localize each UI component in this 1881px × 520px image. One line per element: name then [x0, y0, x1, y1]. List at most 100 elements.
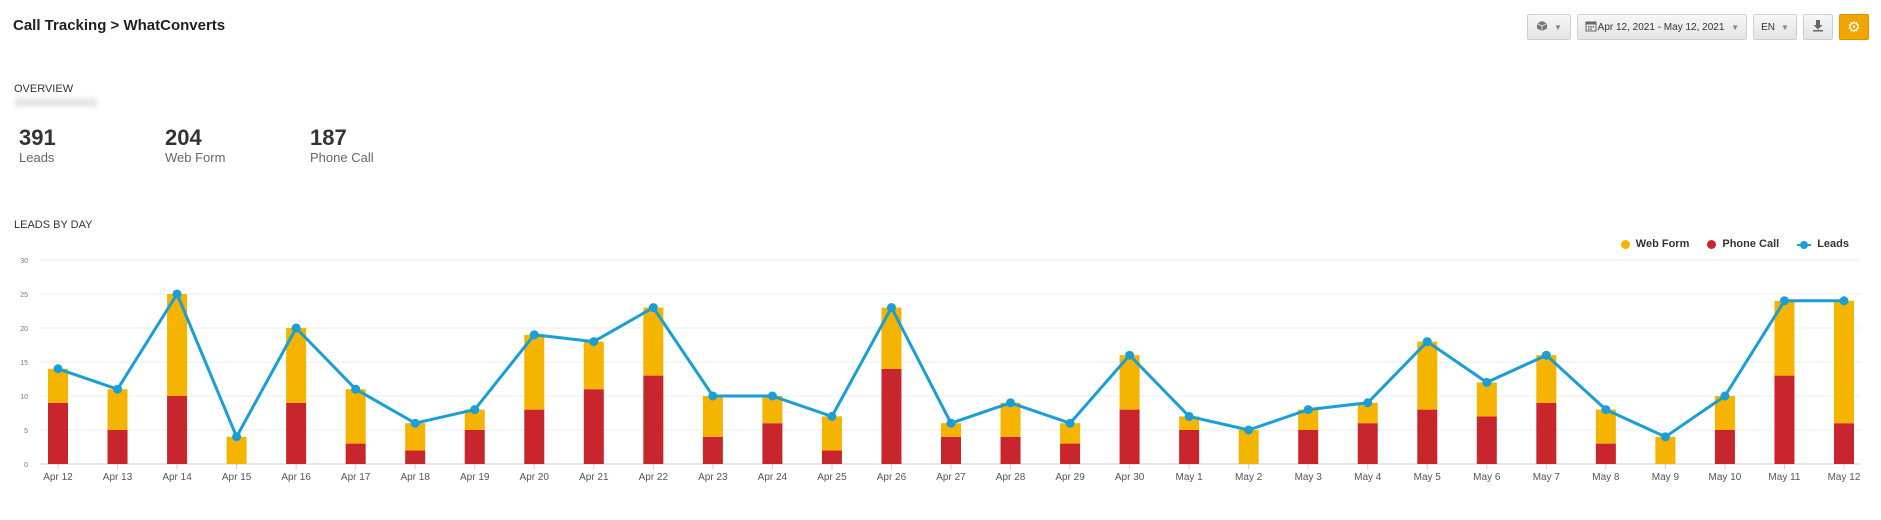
legend-web-form[interactable]: Web Form — [1620, 238, 1690, 250]
cube-icon — [1536, 20, 1548, 35]
bar-phone-call — [345, 443, 366, 464]
x-tick-label: Apr 23 — [698, 472, 728, 483]
leads-point — [1720, 391, 1730, 401]
bar-web-form — [1060, 423, 1081, 444]
bar-web-form — [405, 423, 426, 451]
x-tick-label: May 4 — [1354, 472, 1382, 483]
legend-phone-call[interactable]: Phone Call — [1707, 238, 1779, 250]
leads-point — [1601, 405, 1611, 415]
bar-web-form — [1595, 409, 1616, 444]
leads-point — [1244, 425, 1254, 435]
bar-web-form — [583, 341, 604, 390]
legend-label: Phone Call — [1722, 238, 1780, 250]
legend-swatch — [1620, 239, 1630, 249]
bar-phone-call — [1595, 443, 1616, 464]
bar-phone-call — [1179, 430, 1200, 464]
bar-web-form — [524, 334, 545, 410]
legend-label: Leads — [1817, 238, 1849, 250]
bar-phone-call — [167, 396, 188, 464]
leads-point — [767, 391, 777, 401]
bar-web-form — [226, 436, 247, 464]
language-dropdown[interactable]: EN ▼ — [1753, 14, 1797, 40]
bar-web-form — [941, 423, 961, 437]
bar-web-form — [1298, 409, 1319, 430]
leads-point — [589, 337, 599, 347]
stat-label: Leads — [19, 150, 55, 165]
x-tick-label: Apr 16 — [281, 472, 311, 483]
date-range-label: Apr 12, 2021 - May 12, 2021 — [1597, 21, 1725, 33]
redacted-subtitle — [14, 98, 98, 107]
leads-point — [946, 418, 956, 428]
y-tick-label: 20 — [20, 326, 28, 333]
x-tick-label: Apr 21 — [579, 472, 609, 483]
bar-web-form — [881, 307, 902, 369]
x-tick-label: Apr 30 — [1115, 472, 1145, 483]
x-tick-label: Apr 22 — [639, 472, 669, 483]
bar-phone-call — [524, 409, 545, 464]
x-tick-label: Apr 15 — [222, 472, 252, 483]
chevron-down-icon: ▼ — [1554, 22, 1562, 32]
settings-button[interactable]: ⚙ — [1839, 14, 1869, 40]
x-tick-label: Apr 14 — [162, 472, 192, 483]
bar-phone-call — [583, 389, 604, 464]
leads-point — [1541, 350, 1551, 360]
x-tick-label: Apr 27 — [936, 472, 966, 483]
x-tick-label: Apr 26 — [877, 472, 907, 483]
bar-web-form — [643, 307, 664, 376]
x-tick-label: May 8 — [1592, 472, 1620, 483]
leads-point — [529, 330, 539, 340]
bar-web-form — [1179, 416, 1200, 430]
toolbar: ▼ Apr 12, 2021 - May 12, 2021 ▼ EN ▼ ⚙ — [1527, 14, 1869, 40]
bar-phone-call — [1417, 409, 1438, 464]
stat-value: 204 — [165, 125, 202, 150]
x-tick-label: Apr 28 — [996, 472, 1026, 483]
stat-phone-call: 187 Phone Call — [310, 126, 374, 166]
leads-point — [172, 289, 182, 299]
legend-swatch — [1797, 240, 1812, 249]
leads-point — [410, 418, 420, 428]
bar-phone-call — [1714, 430, 1735, 464]
bar-web-form — [1774, 300, 1795, 376]
bar-phone-call — [762, 423, 783, 464]
stat-label: Web Form — [165, 150, 226, 165]
bar-web-form — [1476, 382, 1497, 417]
legend-swatch — [1707, 239, 1717, 249]
stat-label: Phone Call — [310, 150, 374, 165]
bar-web-form — [1714, 396, 1735, 430]
date-range-picker[interactable]: Apr 12, 2021 - May 12, 2021 ▼ — [1577, 14, 1747, 40]
cube-dropdown-button[interactable]: ▼ — [1527, 14, 1571, 40]
bar-phone-call — [1298, 430, 1319, 464]
page-title: Call Tracking > WhatConverts — [13, 17, 226, 34]
gear-icon: ⚙ — [1847, 19, 1861, 36]
chart-heading: LEADS BY DAY — [14, 219, 93, 231]
bar-phone-call — [464, 430, 485, 464]
x-tick-label: May 9 — [1652, 472, 1680, 483]
bar-web-form — [1000, 402, 1021, 437]
y-tick-label: 0 — [24, 462, 28, 469]
x-tick-label: Apr 29 — [1055, 472, 1085, 483]
bar-phone-call — [1774, 375, 1795, 464]
bar-web-form — [345, 389, 366, 444]
leads-point — [1303, 405, 1313, 415]
x-tick-label: May 12 — [1828, 472, 1861, 483]
bar-phone-call — [702, 436, 723, 464]
bar-phone-call — [405, 450, 426, 464]
bar-web-form — [1834, 300, 1854, 424]
calendar-icon — [1585, 20, 1597, 35]
bar-phone-call — [1357, 423, 1378, 464]
bar-phone-call — [1476, 416, 1497, 464]
chevron-down-icon: ▼ — [1780, 22, 1789, 32]
bar-phone-call — [821, 450, 842, 464]
x-tick-label: Apr 25 — [817, 472, 847, 483]
legend-leads[interactable]: Leads — [1797, 238, 1849, 250]
leads-point — [1482, 377, 1492, 387]
legend-label: Web Form — [1635, 238, 1690, 250]
bar-web-form — [1417, 341, 1438, 410]
bar-phone-call — [941, 436, 961, 464]
leads-point — [232, 432, 242, 442]
download-button[interactable] — [1803, 14, 1833, 40]
overview-heading: OVERVIEW — [14, 83, 74, 95]
bar-phone-call — [1060, 443, 1081, 464]
x-tick-label: Apr 20 — [520, 472, 550, 483]
chevron-down-icon: ▼ — [1731, 22, 1739, 32]
